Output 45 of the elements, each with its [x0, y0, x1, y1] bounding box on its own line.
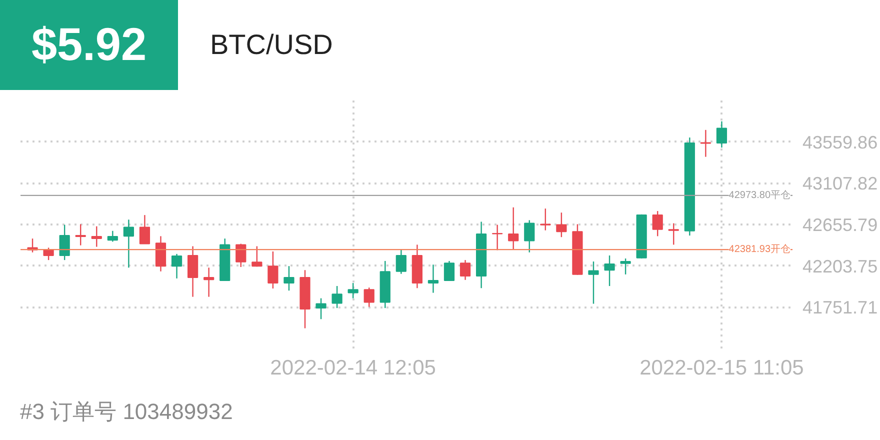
- candlestick: [348, 282, 358, 299]
- x-tick-label: 2022-02-15 11:05: [640, 356, 804, 380]
- candlestick: [460, 259, 471, 280]
- candlestick: [252, 246, 262, 268]
- candlestick: [652, 210, 663, 237]
- candlestick: [508, 206, 519, 250]
- candlestick: [107, 230, 118, 242]
- candlestick: [604, 254, 615, 287]
- candlestick: [123, 219, 134, 268]
- candlestick: [700, 129, 711, 158]
- chart-title: BTC/USD: [210, 28, 333, 62]
- candlestick: [75, 224, 86, 246]
- candlestick: [59, 224, 70, 261]
- candlestick: [268, 250, 278, 290]
- candlestick: [428, 264, 439, 294]
- y-tick-label: 41751.71: [802, 298, 878, 318]
- candlestick: [204, 267, 214, 298]
- text: $5.92: [0, 0, 178, 90]
- ref-line-label: 42973.80平仓: [728, 188, 791, 201]
- y-tick-label: 43559.86: [802, 132, 878, 152]
- candlestick: [540, 208, 551, 231]
- y-tick-label: 42655.79: [802, 215, 878, 235]
- candlestick: [668, 222, 679, 246]
- candlestick: [620, 258, 631, 276]
- candlestick: [444, 260, 455, 282]
- candlestick: [171, 253, 182, 280]
- candlestick: [139, 214, 150, 244]
- candlestick: [316, 298, 326, 320]
- candlestick: [284, 265, 294, 292]
- candlestick: [91, 226, 102, 248]
- candlestick: [524, 220, 535, 253]
- ref-line-label: 42381.93开仓: [728, 243, 791, 256]
- candlestick: [396, 248, 406, 274]
- candlestick: [332, 285, 342, 309]
- candlestick: [43, 247, 54, 261]
- candlestick: [716, 120, 728, 148]
- candlestick: [155, 236, 166, 272]
- candlestick: [364, 286, 374, 308]
- candlestick: [187, 246, 198, 298]
- text: #3 订单号 103489932: [19, 398, 233, 426]
- y-tick-label: 42203.75: [802, 256, 878, 276]
- candlestick: [588, 260, 599, 304]
- x-tick-label: 2022-02-14 12:05: [270, 356, 436, 380]
- candlestick: [556, 212, 567, 238]
- y-tick-label: 43107.82: [802, 174, 878, 194]
